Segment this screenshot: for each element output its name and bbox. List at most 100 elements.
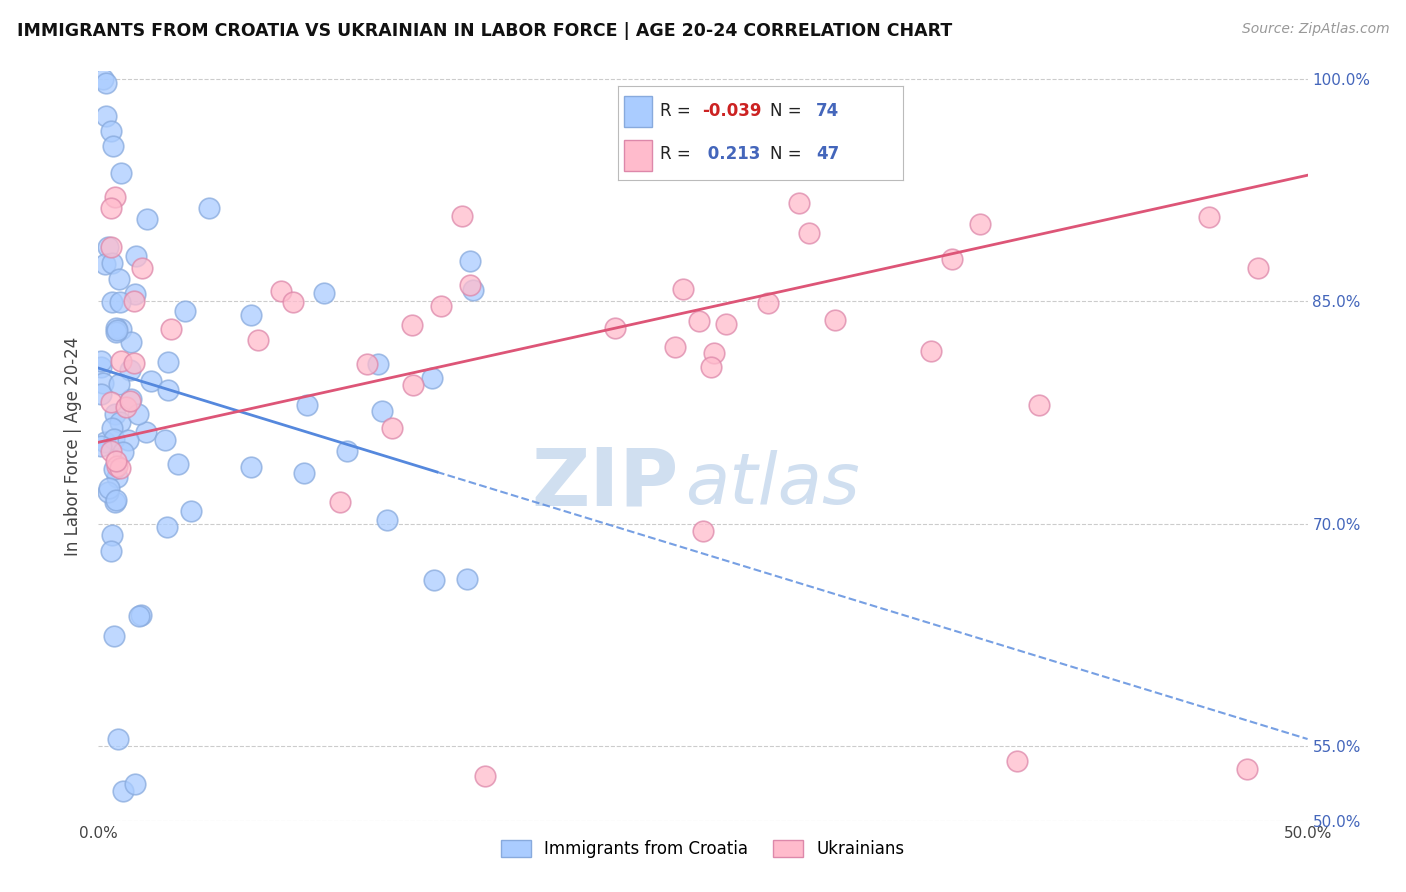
Point [105, 323, 128, 337]
Point [104, 321, 127, 335]
Point [174, 303, 197, 318]
Point [240, 308, 263, 322]
Point [111, 784, 134, 798]
Point [692, 524, 714, 539]
Text: atlas: atlas [685, 450, 859, 519]
Point [107, 376, 129, 391]
Point [141, 374, 163, 388]
Point [107, 272, 129, 286]
Point [91, 376, 114, 390]
Point [94, 257, 117, 271]
Point [101, 255, 124, 269]
Point [381, 421, 404, 435]
Point [474, 769, 496, 783]
Point [103, 462, 125, 476]
Point [672, 282, 695, 296]
Point [100, 394, 122, 409]
Point [1007, 754, 1029, 768]
Point [97, 485, 120, 500]
Point [94, 76, 117, 90]
Point [94, 109, 117, 123]
Point [160, 322, 183, 336]
Point [451, 209, 474, 223]
Point [1028, 398, 1050, 412]
Point [105, 454, 128, 468]
Point [292, 467, 315, 481]
Point [120, 334, 142, 349]
Point [402, 377, 425, 392]
Point [336, 443, 359, 458]
Point [118, 394, 141, 409]
Point [103, 495, 125, 509]
Point [295, 398, 318, 412]
Text: ZIP: ZIP [531, 444, 679, 523]
Point [103, 629, 125, 643]
Point [117, 434, 139, 448]
Point [105, 492, 128, 507]
Point [115, 400, 138, 414]
Point [94, 435, 117, 450]
Point [107, 458, 129, 473]
Text: Source: ZipAtlas.com: Source: ZipAtlas.com [1241, 22, 1389, 37]
Point [787, 196, 810, 211]
Point [401, 318, 423, 333]
Point [157, 355, 180, 369]
Point [458, 254, 481, 268]
Point [97, 239, 120, 253]
Point [664, 340, 686, 354]
Point [136, 211, 159, 226]
Point [108, 415, 131, 429]
Point [920, 344, 942, 359]
Point [824, 313, 846, 327]
Point [371, 404, 394, 418]
Point [270, 284, 292, 298]
Point [100, 239, 122, 253]
Point [100, 201, 122, 215]
Point [700, 360, 723, 375]
Point [112, 445, 135, 459]
Point [367, 357, 389, 371]
Point [107, 732, 129, 747]
Point [603, 320, 626, 334]
Point [90, 354, 112, 368]
Point [100, 124, 122, 138]
Point [153, 433, 176, 447]
Legend: Immigrants from Croatia, Ukrainians: Immigrants from Croatia, Ukrainians [495, 833, 911, 864]
Point [127, 407, 149, 421]
Point [281, 295, 304, 310]
Point [90, 360, 112, 375]
Point [104, 325, 127, 339]
Point [108, 294, 131, 309]
Point [122, 356, 145, 370]
Point [110, 166, 132, 180]
Point [314, 285, 336, 300]
Point [797, 227, 820, 241]
Point [430, 300, 453, 314]
Point [198, 201, 221, 215]
Point [456, 572, 478, 586]
Point [246, 334, 269, 348]
Point [124, 287, 146, 301]
Point [135, 425, 157, 440]
Point [90, 439, 112, 453]
Point [90, 386, 112, 401]
Point [110, 322, 132, 336]
Point [463, 283, 485, 297]
Point [702, 346, 724, 360]
Point [110, 353, 132, 368]
Point [716, 318, 738, 332]
Point [240, 459, 263, 474]
Point [100, 443, 122, 458]
Point [423, 573, 446, 587]
Point [1198, 210, 1220, 224]
Point [91, 71, 114, 86]
Point [101, 138, 124, 153]
Y-axis label: In Labor Force | Age 20-24: In Labor Force | Age 20-24 [65, 336, 83, 556]
Point [460, 278, 482, 293]
Point [103, 432, 125, 446]
Point [167, 457, 190, 471]
Point [100, 544, 122, 558]
Point [688, 314, 710, 328]
Point [101, 421, 124, 435]
Point [1236, 762, 1258, 776]
